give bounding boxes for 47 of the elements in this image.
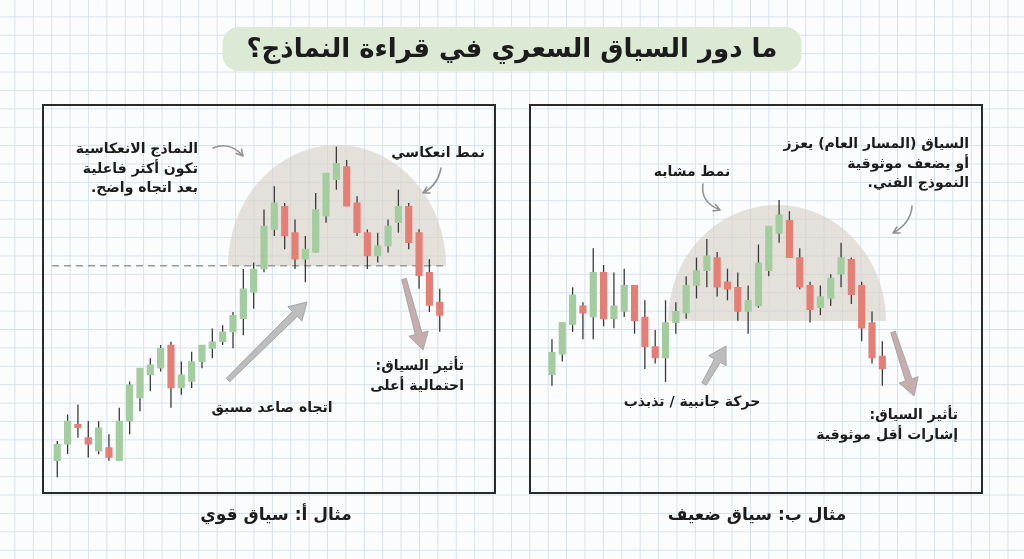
candlestick [84, 420, 92, 459]
candlestick [208, 327, 216, 359]
candlestick [74, 403, 82, 439]
candlestick [332, 146, 340, 191]
candlestick [651, 329, 659, 365]
candlestick [692, 256, 701, 300]
candlestick [703, 238, 711, 288]
candlestick [548, 338, 556, 387]
candlestick [837, 242, 845, 288]
candlestick [105, 433, 113, 462]
candlestick [157, 344, 165, 373]
candlestick [744, 284, 752, 335]
candlestick [53, 440, 61, 478]
candlestick [188, 351, 196, 389]
candlestick [219, 324, 227, 346]
candlestick [775, 199, 783, 244]
text: نمط مشابه [653, 162, 731, 181]
candlestick [827, 273, 835, 307]
annotation: اتجاه صاعد مسبق [211, 398, 333, 418]
candlestick [672, 301, 680, 335]
candlestick [579, 301, 587, 340]
text: حركة جانبية / تذبذب [623, 392, 761, 412]
candlestick [374, 232, 382, 264]
candlestick [816, 284, 824, 316]
candlestick [250, 261, 258, 310]
text: ما دور السياق السعري في قراءة النماذج؟ [222, 27, 802, 72]
candlestick [610, 271, 618, 329]
candlestick [64, 413, 72, 455]
candlestick [384, 218, 392, 254]
annotation: تأثير السياق: احتمالية أعلى [370, 356, 464, 395]
candlestick [363, 228, 371, 270]
candlestick [198, 344, 206, 369]
text: السياق (المسار العام) يعزز أو يضعف موثوقية النموذج الفني. [783, 134, 969, 193]
candlestick [394, 189, 402, 234]
text: تأثير السياق: إشارات أقل موثوقية [816, 405, 958, 445]
candlestick [301, 235, 309, 283]
candlestick [229, 311, 237, 350]
candlestick [177, 360, 185, 396]
candlestick [146, 357, 154, 392]
candlestick [436, 288, 444, 333]
candlestick [723, 268, 732, 301]
annotation: النماذج الانعكاسية تكون أكثر فاعلية بعد اتجاه واضح. [75, 139, 198, 198]
x-axis-title: مثال أ: سياق قوي [200, 503, 352, 527]
annotation: نمط انعكاسي [391, 143, 485, 162]
candlestick [95, 420, 103, 455]
candlestick [878, 340, 886, 387]
x-axis-title: مثال ب: سياق ضعيف [667, 503, 847, 526]
